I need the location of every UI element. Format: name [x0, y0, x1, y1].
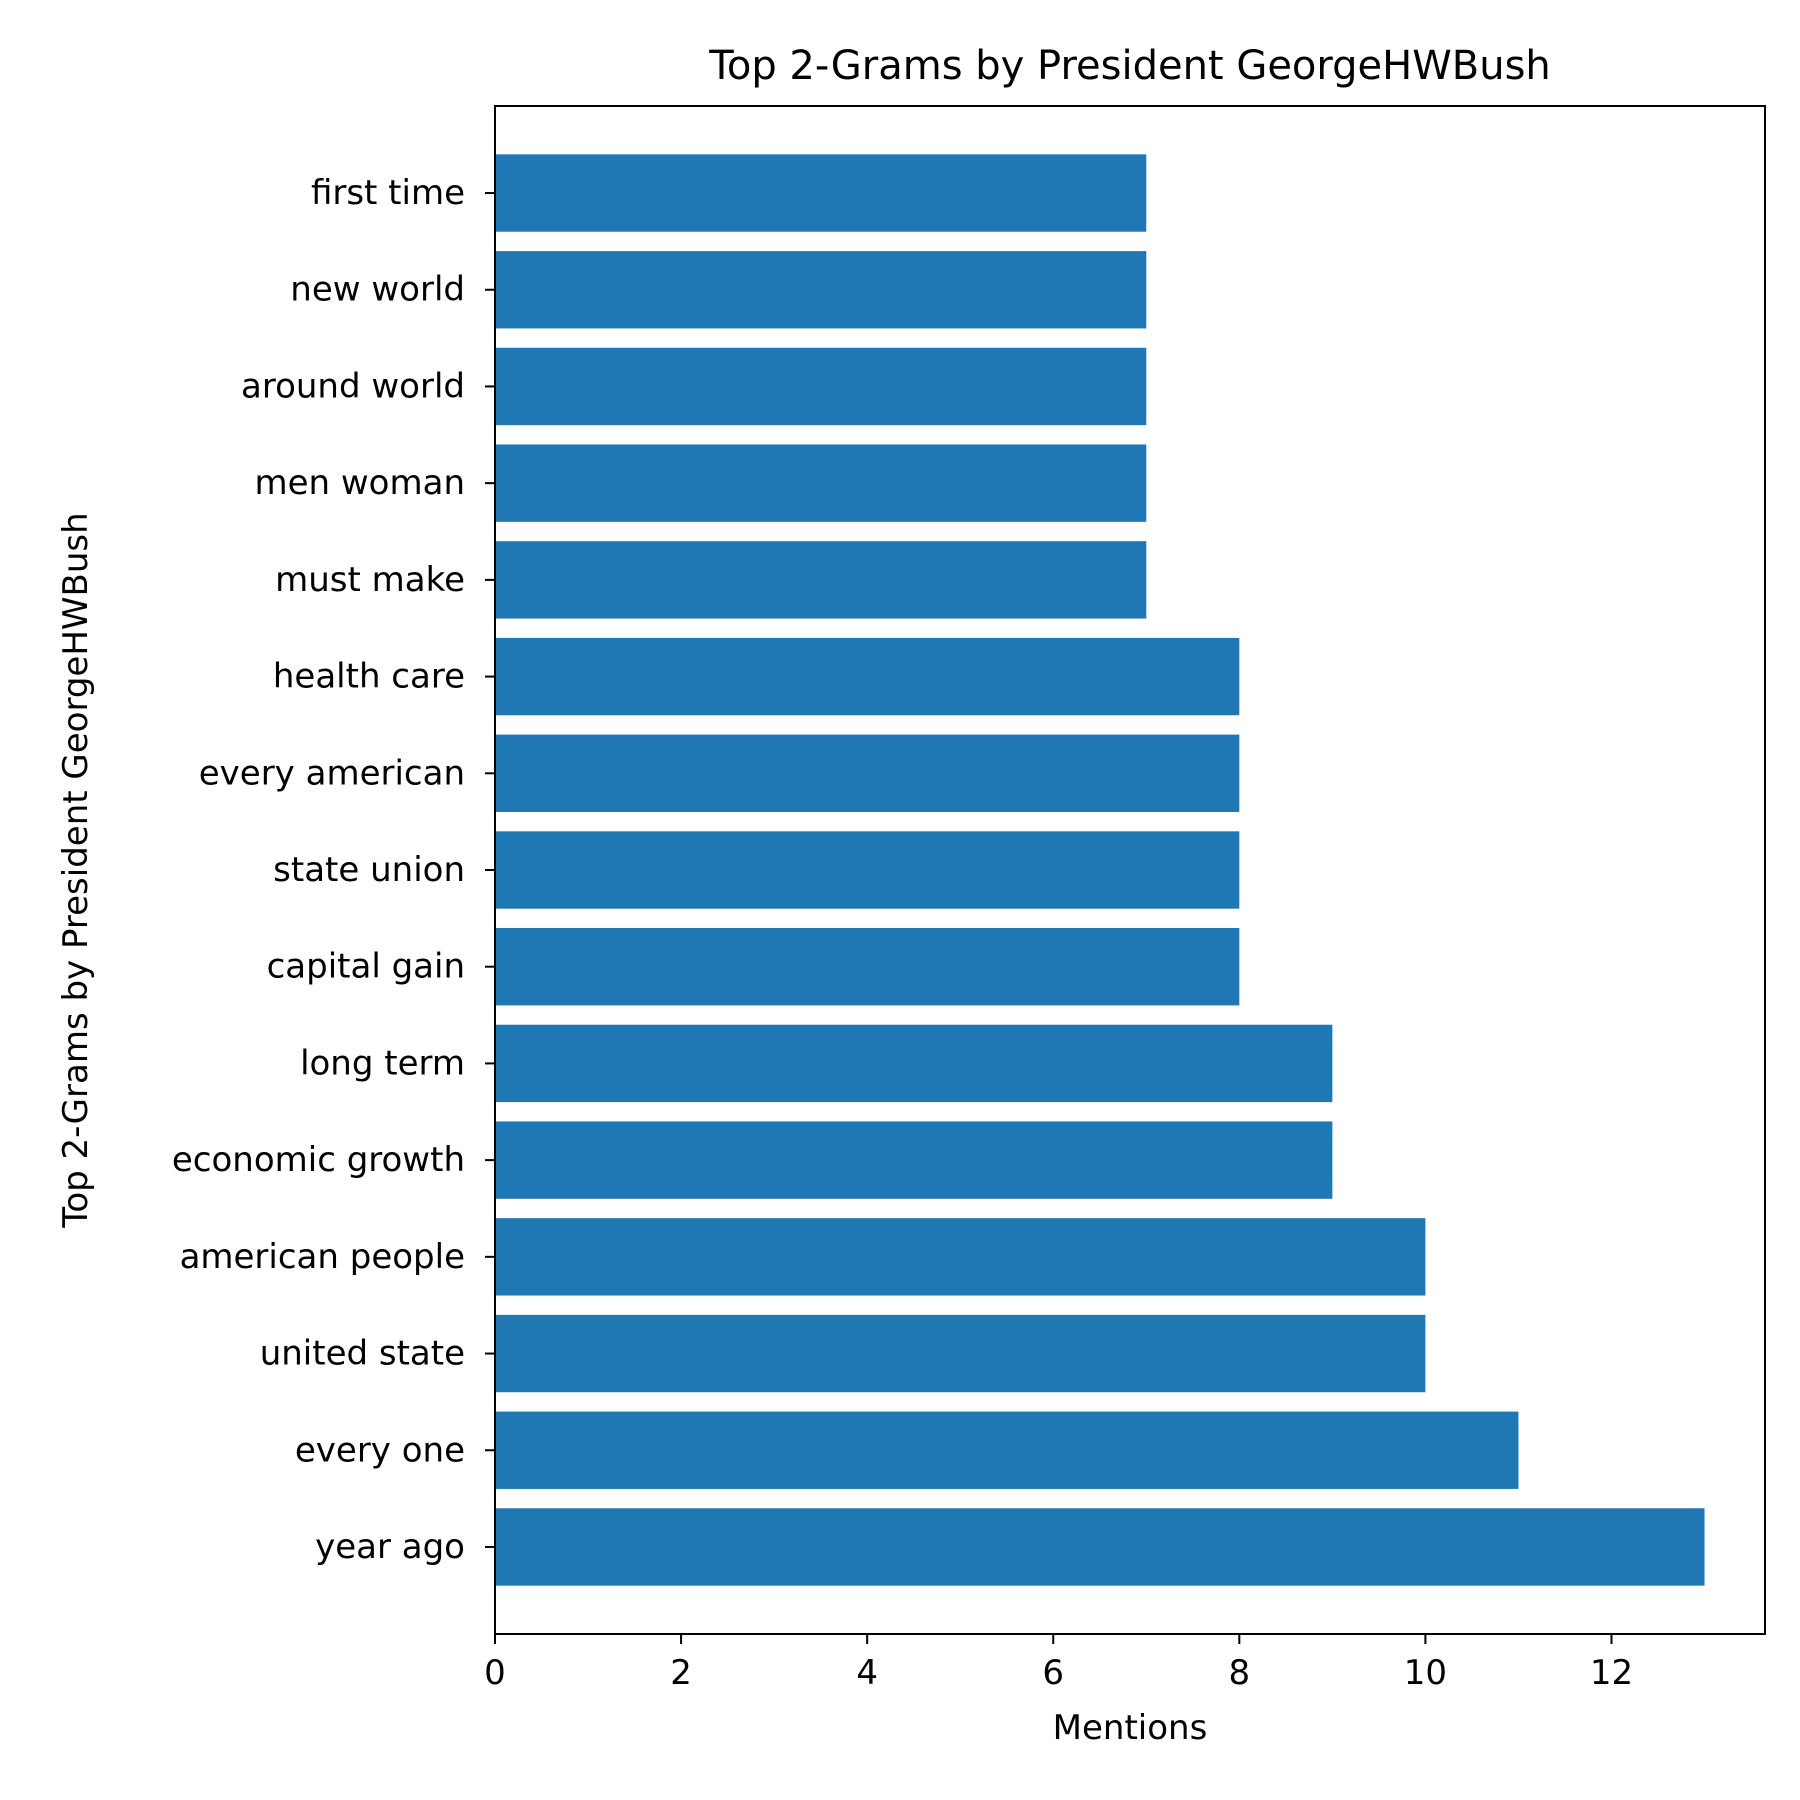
- x-tick-label: 0: [484, 1653, 506, 1693]
- bar-new-world: [495, 251, 1147, 329]
- y-tick-label: every american: [199, 753, 465, 793]
- bar-economic-growth: [495, 1121, 1333, 1199]
- y-tick-label: every one: [295, 1430, 465, 1470]
- bar-state-union: [495, 831, 1240, 909]
- y-tick-label: year ago: [315, 1527, 465, 1567]
- bar-must-make: [495, 541, 1147, 619]
- y-tick-label: american people: [180, 1237, 465, 1277]
- x-tick-label: 6: [1042, 1653, 1064, 1693]
- y-axis-ticks: year ago every one united state american pe…: [172, 173, 495, 1567]
- bar-long-term: [495, 1024, 1333, 1103]
- y-tick-label: first time: [311, 173, 465, 213]
- bar-capital-gain: [495, 928, 1240, 1006]
- y-tick-label: must make: [275, 560, 465, 600]
- x-tick-label: 10: [1404, 1653, 1447, 1693]
- y-tick-label: health care: [273, 657, 465, 697]
- y-tick-label: state union: [273, 850, 465, 890]
- y-tick-label: new world: [290, 270, 465, 310]
- y-tick-label: capital gain: [267, 947, 465, 987]
- bars-layer: [495, 154, 1705, 1586]
- x-axis-label: Mentions: [1053, 1708, 1208, 1748]
- plot-frame: [494, 105, 1766, 1635]
- bar-around-world: [495, 347, 1147, 426]
- bar-men-woman: [495, 444, 1147, 522]
- x-tick-label: 8: [1229, 1653, 1251, 1693]
- bar-health-care: [495, 637, 1240, 716]
- bar-american-people: [495, 1218, 1426, 1296]
- bar-year-ago: [495, 1508, 1705, 1586]
- bar-every-one: [495, 1411, 1519, 1489]
- y-tick-label: men woman: [254, 463, 465, 503]
- y-tick-label: long term: [300, 1043, 465, 1083]
- bar-united-state: [495, 1314, 1426, 1393]
- chart-title: Top 2-Grams by President GeorgeHWBush: [708, 43, 1551, 89]
- x-axis-ticks: 0 2 4 6 8 10 12: [484, 1634, 1633, 1693]
- y-tick-label: around world: [241, 366, 465, 406]
- bar-every-american: [495, 734, 1240, 812]
- x-tick-label: 12: [1590, 1653, 1633, 1693]
- x-tick-label: 4: [856, 1653, 878, 1693]
- x-tick-label: 2: [670, 1653, 692, 1693]
- y-tick-label: united state: [260, 1334, 465, 1374]
- y-tick-label: economic growth: [172, 1140, 465, 1180]
- bar-first-time: [495, 154, 1147, 232]
- y-axis-label: Top 2-Grams by President GeorgeHWBush: [56, 512, 96, 1228]
